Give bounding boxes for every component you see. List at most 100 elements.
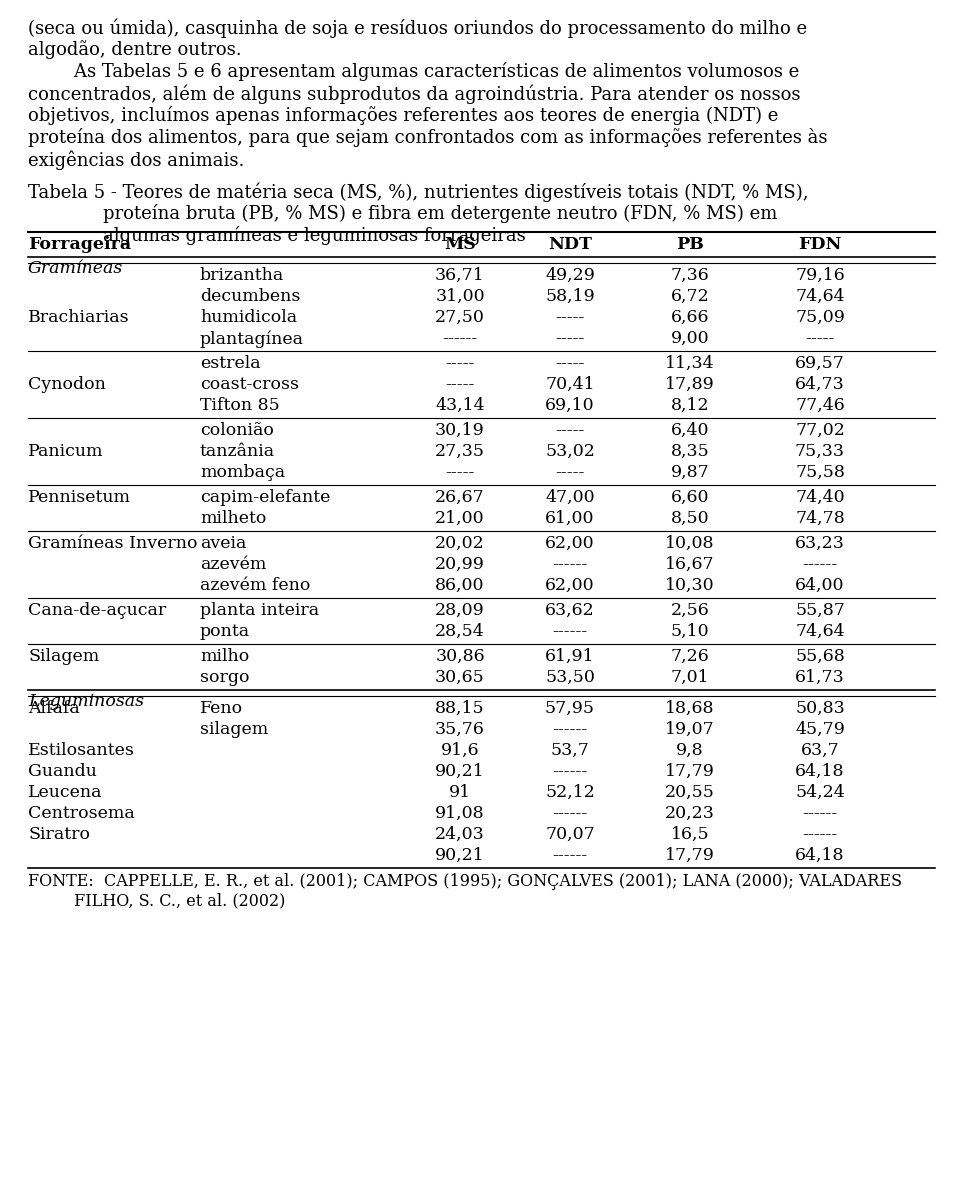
Text: ------: ------ <box>443 329 478 347</box>
Text: -----: ----- <box>555 422 585 438</box>
Text: Guandu: Guandu <box>28 763 97 780</box>
Text: ponta: ponta <box>200 623 251 640</box>
Text: coast-cross: coast-cross <box>200 376 299 393</box>
Text: 63,23: 63,23 <box>795 536 845 552</box>
Text: 91,08: 91,08 <box>435 805 485 822</box>
Text: 53,02: 53,02 <box>545 443 595 460</box>
Text: proteína bruta (PB, % MS) e fibra em detergente neutro (FDN, % MS) em: proteína bruta (PB, % MS) e fibra em det… <box>103 204 778 223</box>
Text: PB: PB <box>676 236 704 253</box>
Text: 58,19: 58,19 <box>545 288 595 305</box>
Text: Silagem: Silagem <box>28 648 99 665</box>
Text: 57,95: 57,95 <box>545 700 595 716</box>
Text: 54,24: 54,24 <box>795 783 845 801</box>
Text: FDN: FDN <box>799 236 842 253</box>
Text: tanzânia: tanzânia <box>200 443 276 460</box>
Text: -----: ----- <box>555 309 585 326</box>
Text: 69,10: 69,10 <box>545 397 595 415</box>
Text: 8,12: 8,12 <box>671 397 709 415</box>
Text: FONTE:  CAPPELLE, E. R., et al. (2001); CAMPOS (1995); GONÇALVES (2001); LANA (2: FONTE: CAPPELLE, E. R., et al. (2001); C… <box>28 873 902 890</box>
Text: MS: MS <box>444 236 476 253</box>
Text: estrela: estrela <box>200 355 260 373</box>
Text: humidicola: humidicola <box>200 309 298 326</box>
Text: 49,29: 49,29 <box>545 267 595 284</box>
Text: Centrosema: Centrosema <box>28 805 134 822</box>
Text: 35,76: 35,76 <box>435 721 485 738</box>
Text: Leguminosas: Leguminosas <box>28 692 144 710</box>
Text: 21,00: 21,00 <box>435 510 485 527</box>
Text: 10,30: 10,30 <box>665 577 715 594</box>
Text: 77,46: 77,46 <box>795 397 845 415</box>
Text: ------: ------ <box>552 763 588 780</box>
Text: 20,55: 20,55 <box>665 783 715 801</box>
Text: 91: 91 <box>449 783 471 801</box>
Text: 8,50: 8,50 <box>671 510 709 527</box>
Text: 90,21: 90,21 <box>435 847 485 864</box>
Text: algodão, dentre outros.: algodão, dentre outros. <box>28 40 242 59</box>
Text: azevém feno: azevém feno <box>200 577 310 594</box>
Text: 9,87: 9,87 <box>671 464 709 482</box>
Text: azevém: azevém <box>200 556 266 573</box>
Text: 19,07: 19,07 <box>665 721 715 738</box>
Text: decumbens: decumbens <box>200 288 300 305</box>
Text: 16,5: 16,5 <box>671 825 709 843</box>
Text: 6,60: 6,60 <box>671 489 709 506</box>
Text: 88,15: 88,15 <box>435 700 485 716</box>
Text: 8,35: 8,35 <box>671 443 709 460</box>
Text: Cynodon: Cynodon <box>28 376 106 393</box>
Text: 61,00: 61,00 <box>545 510 595 527</box>
Text: 74,40: 74,40 <box>795 489 845 506</box>
Text: 47,00: 47,00 <box>545 489 595 506</box>
Text: 64,18: 64,18 <box>795 763 845 780</box>
Text: -----: ----- <box>445 464 474 482</box>
Text: -----: ----- <box>555 329 585 347</box>
Text: 9,8: 9,8 <box>676 742 704 760</box>
Text: plantagínea: plantagínea <box>200 329 304 347</box>
Text: As Tabelas 5 e 6 apresentam algumas características de alimentos volumosos e: As Tabelas 5 e 6 apresentam algumas cara… <box>28 62 800 81</box>
Text: 64,73: 64,73 <box>795 376 845 393</box>
Text: objetivos, incluímos apenas informações referentes aos teores de energia (NDT) e: objetivos, incluímos apenas informações … <box>28 105 779 125</box>
Text: 50,83: 50,83 <box>795 700 845 716</box>
Text: ------: ------ <box>552 623 588 640</box>
Text: 11,34: 11,34 <box>665 355 715 373</box>
Text: 26,67: 26,67 <box>435 489 485 506</box>
Text: mombaça: mombaça <box>200 464 285 482</box>
Text: 70,07: 70,07 <box>545 825 595 843</box>
Text: 91,6: 91,6 <box>441 742 479 760</box>
Text: ------: ------ <box>552 721 588 738</box>
Text: 10,08: 10,08 <box>665 536 715 552</box>
Text: 31,00: 31,00 <box>435 288 485 305</box>
Text: Tabela 5 - Teores de matéria seca (MS, %), nutrientes digestíveis totais (NDT, %: Tabela 5 - Teores de matéria seca (MS, %… <box>28 182 808 201</box>
Text: 75,58: 75,58 <box>795 464 845 482</box>
Text: 2,56: 2,56 <box>671 603 709 619</box>
Text: 17,79: 17,79 <box>665 847 715 864</box>
Text: milho: milho <box>200 648 250 665</box>
Text: 7,01: 7,01 <box>671 668 709 686</box>
Text: 27,35: 27,35 <box>435 443 485 460</box>
Text: Leucena: Leucena <box>28 783 103 801</box>
Text: milheto: milheto <box>200 510 266 527</box>
Text: 27,50: 27,50 <box>435 309 485 326</box>
Text: brizantha: brizantha <box>200 267 284 284</box>
Text: ------: ------ <box>803 556 838 573</box>
Text: 77,02: 77,02 <box>795 422 845 438</box>
Text: 6,66: 6,66 <box>671 309 709 326</box>
Text: ------: ------ <box>803 825 838 843</box>
Text: concentrados, além de alguns subprodutos da agroindústria. Para atender os nosso: concentrados, além de alguns subprodutos… <box>28 84 801 103</box>
Text: (seca ou úmida), casquinha de soja e resíduos oriundos do processamento do milho: (seca ou úmida), casquinha de soja e res… <box>28 18 807 37</box>
Text: 30,19: 30,19 <box>435 422 485 438</box>
Text: Feno: Feno <box>200 700 243 716</box>
Text: 16,67: 16,67 <box>665 556 715 573</box>
Text: Siratro: Siratro <box>28 825 90 843</box>
Text: Estilosantes: Estilosantes <box>28 742 134 760</box>
Text: 79,16: 79,16 <box>795 267 845 284</box>
Text: ------: ------ <box>803 805 838 822</box>
Text: 62,00: 62,00 <box>545 577 595 594</box>
Text: Gramíneas Inverno: Gramíneas Inverno <box>28 536 198 552</box>
Text: 55,87: 55,87 <box>795 603 845 619</box>
Text: ------: ------ <box>552 847 588 864</box>
Text: 53,7: 53,7 <box>551 742 589 760</box>
Text: 7,36: 7,36 <box>671 267 709 284</box>
Text: Alfafa: Alfafa <box>28 700 80 716</box>
Text: 30,65: 30,65 <box>435 668 485 686</box>
Text: 90,21: 90,21 <box>435 763 485 780</box>
